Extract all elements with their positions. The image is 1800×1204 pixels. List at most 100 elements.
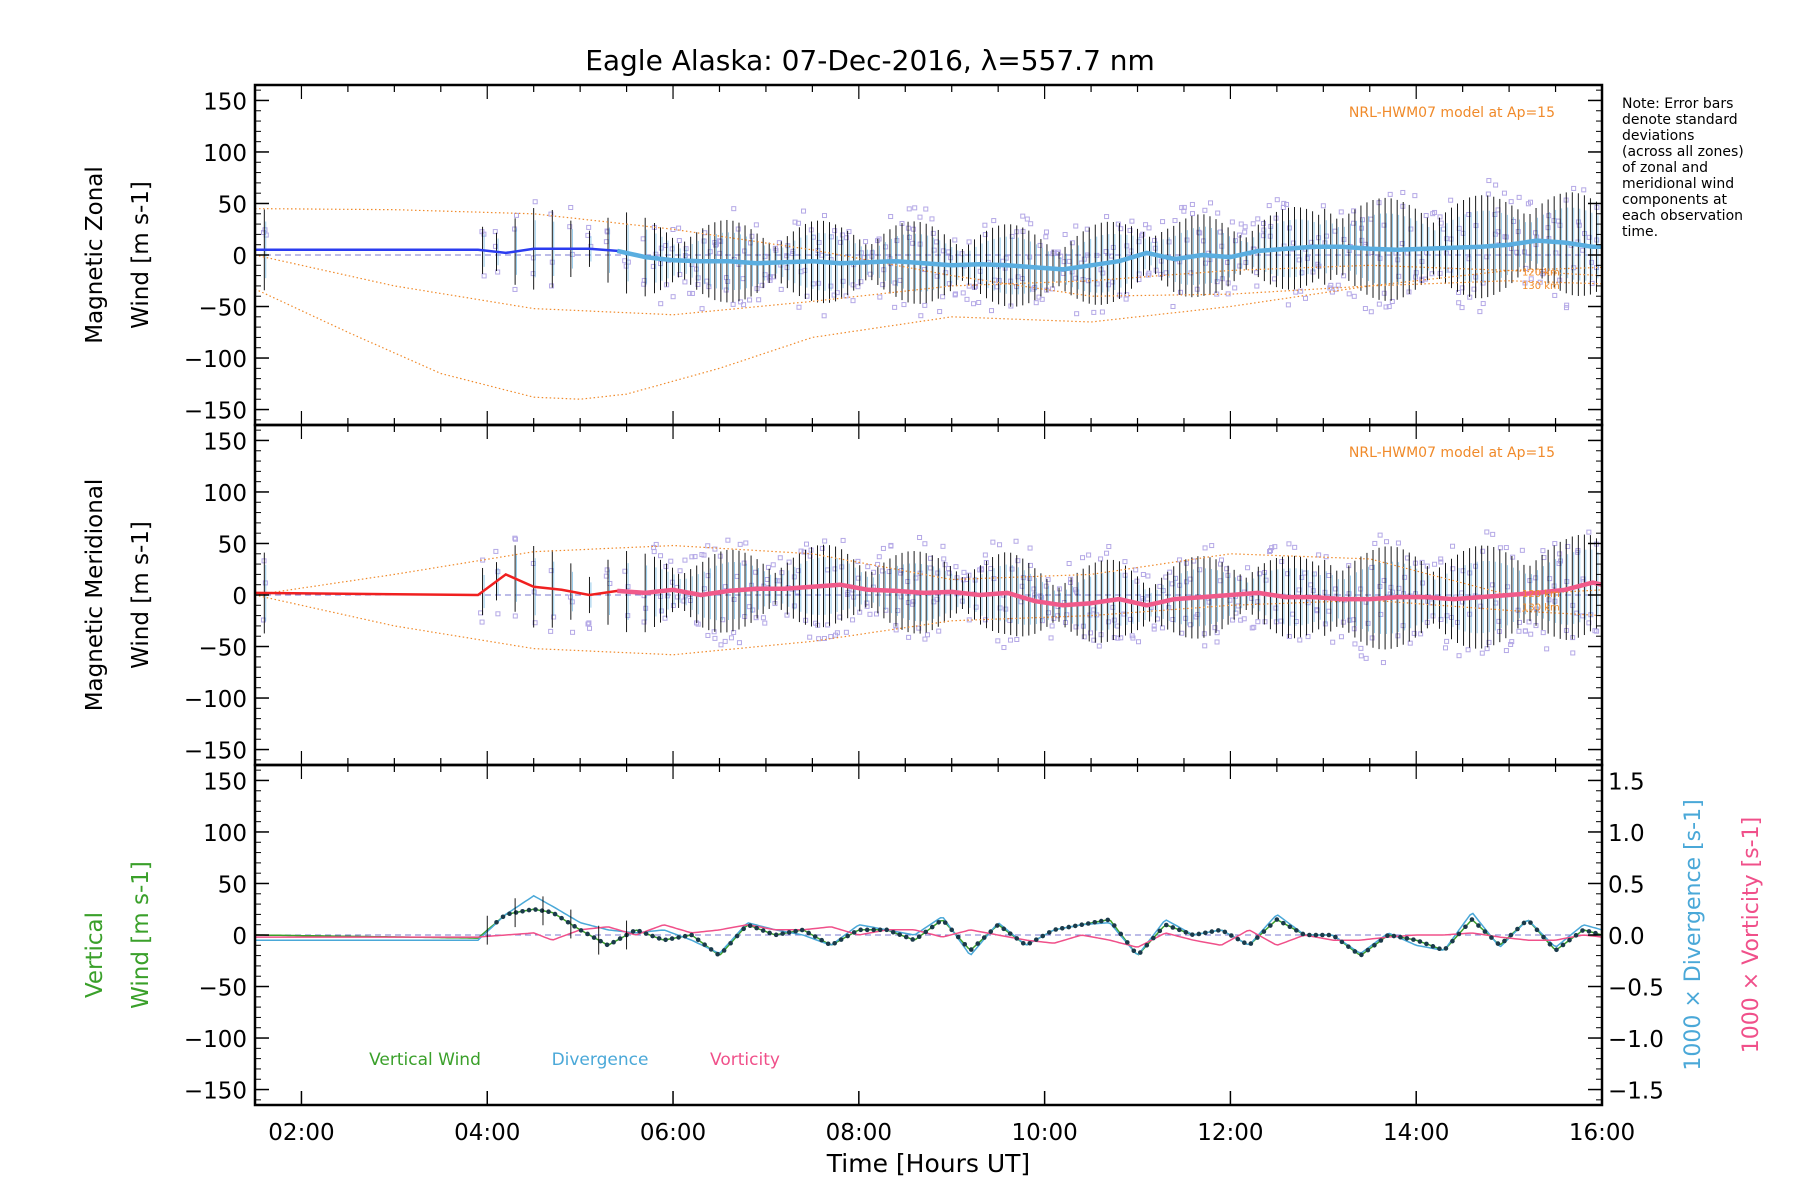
- zone-point: [946, 570, 952, 576]
- zone-point: [1106, 544, 1112, 550]
- zone-point: [1103, 249, 1109, 255]
- zone-point: [1381, 222, 1387, 228]
- zone-point: [1565, 543, 1571, 549]
- vertical-wind-marker: [1242, 940, 1247, 946]
- vertical-wind-marker: [591, 935, 597, 940]
- vertical-wind-marker: [1528, 920, 1533, 925]
- zone-point: [1229, 219, 1235, 225]
- zone-point: [1380, 660, 1386, 666]
- vertical-wind-marker: [949, 927, 955, 933]
- zone-point: [918, 313, 924, 319]
- zone-point: [604, 228, 610, 234]
- zone-point: [1136, 277, 1142, 283]
- vertical-wind-marker: [539, 908, 545, 913]
- note-line: deviations: [1622, 128, 1694, 144]
- zone-point: [1266, 203, 1272, 209]
- panel-vertical: Vertical Wind Divergence Vorticity 1.5 1.0 0.…: [82, 763, 1764, 1178]
- zone-point: [1376, 301, 1382, 307]
- y-tick-label: 150: [203, 429, 247, 455]
- zone-point: [741, 560, 747, 566]
- zone-point: [1251, 624, 1257, 630]
- zone-point: [1020, 575, 1026, 581]
- zone-point: [1115, 221, 1121, 227]
- zone-point: [1438, 559, 1444, 565]
- zone-point: [876, 236, 882, 242]
- y2-tick-label: −0.5: [1608, 976, 1664, 1002]
- zone-point: [1080, 555, 1086, 561]
- zone-point: [1074, 311, 1080, 317]
- zone-point: [1202, 207, 1208, 213]
- zone-point: [1285, 302, 1291, 308]
- zone-point: [495, 611, 501, 617]
- vertical-wind-marker: [780, 931, 785, 936]
- zone-point: [1556, 560, 1562, 566]
- zone-point: [1020, 213, 1026, 219]
- vertical-wind-marker: [1209, 929, 1215, 934]
- zone-point: [1395, 540, 1401, 546]
- zone-point: [942, 562, 948, 568]
- zone-point: [1395, 633, 1401, 639]
- zone-point: [1225, 259, 1231, 265]
- vertical-wind-marker: [546, 909, 551, 915]
- zone-point: [858, 279, 864, 285]
- zone-point: [1196, 229, 1202, 235]
- zone-point: [1055, 613, 1061, 619]
- vertical-wind-marker: [1033, 937, 1039, 942]
- zone-point: [1242, 229, 1248, 235]
- zone-point: [1140, 231, 1146, 237]
- vertical-wind-marker: [1352, 949, 1358, 954]
- zone-point: [880, 545, 886, 551]
- zone-point: [1308, 239, 1314, 245]
- zone-point: [1304, 255, 1310, 261]
- zone-point: [982, 552, 988, 558]
- zone-point: [937, 309, 943, 315]
- zone-point: [689, 554, 695, 560]
- zone-point: [867, 271, 873, 277]
- zone-point: [1546, 213, 1552, 219]
- vertical-wind-marker: [760, 928, 766, 933]
- zone-point: [966, 572, 972, 578]
- zone-point: [1552, 598, 1558, 604]
- zone-point: [1286, 541, 1292, 547]
- zone-point: [1098, 556, 1104, 562]
- zone-point: [917, 534, 923, 540]
- zone-point: [1130, 635, 1136, 641]
- zone-point: [910, 240, 916, 246]
- zone-point: [877, 294, 883, 300]
- zone-point: [1526, 619, 1532, 625]
- y2-tick-label: 0.0: [1608, 924, 1645, 950]
- zone-point: [1094, 281, 1100, 287]
- zone-point: [1236, 232, 1242, 238]
- zone-point: [1544, 646, 1550, 652]
- zone-point: [1249, 595, 1255, 601]
- zone-point: [1557, 551, 1563, 557]
- y-axis-label: Wind [m s-1]: [128, 521, 154, 669]
- zone-point: [925, 632, 931, 638]
- zone-point: [725, 278, 731, 284]
- vertical-wind-marker: [669, 936, 675, 941]
- vertical-wind-marker: [1398, 934, 1403, 940]
- zone-point: [843, 629, 849, 635]
- zone-point: [1308, 582, 1314, 588]
- zone-point: [982, 222, 988, 228]
- zone-point: [1260, 233, 1266, 239]
- zone-point: [1419, 559, 1425, 565]
- vertical-wind-marker: [981, 935, 987, 940]
- zone-point: [731, 596, 737, 602]
- zone-point: [1377, 255, 1383, 261]
- zone-point: [807, 634, 813, 640]
- y-axis-label: Magnetic Zonal: [82, 166, 108, 344]
- zone-point: [1503, 648, 1509, 654]
- zone-point: [1407, 640, 1413, 646]
- zone-point: [1493, 600, 1499, 606]
- zone-point: [1594, 204, 1600, 210]
- zone-point: [1273, 605, 1279, 611]
- zone-point: [1485, 191, 1491, 197]
- vertical-wind-marker: [578, 928, 584, 933]
- zone-point: [844, 235, 850, 241]
- vertical-wind-marker: [1124, 940, 1130, 945]
- zone-point: [1327, 285, 1333, 291]
- zone-point: [1133, 567, 1139, 573]
- zone-point: [1136, 639, 1142, 645]
- zone-point: [676, 238, 682, 244]
